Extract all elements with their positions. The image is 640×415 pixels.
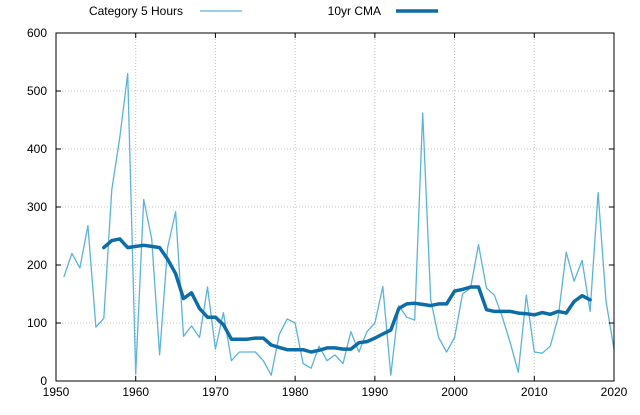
legend-label-category-5-hours: Category 5 Hours — [89, 4, 183, 18]
legend-label-10yr-cma: 10yr CMA — [328, 4, 381, 18]
x-tick-label: 2010 — [521, 385, 548, 399]
tick-marks — [55, 32, 615, 382]
x-tick-label: 1960 — [122, 385, 149, 399]
x-tick-label: 1950 — [43, 385, 70, 399]
y-tick-label: 500 — [27, 84, 47, 98]
tick-labels: 1950 1960 1970 1980 1990 2000 2010 2020 0 100 200 3… — [27, 26, 628, 399]
x-tick-label: 1970 — [202, 385, 229, 399]
x-tick-label: 1990 — [362, 385, 389, 399]
x-tick-label: 2020 — [601, 385, 628, 399]
y-tick-label: 400 — [27, 142, 47, 156]
x-tick-label: 1980 — [282, 385, 309, 399]
y-tick-label: 200 — [27, 258, 47, 272]
series-layer — [63, 72, 615, 376]
y-tick-label: 300 — [27, 200, 47, 214]
y-tick-label: 600 — [27, 26, 47, 40]
x-tick-label: 2000 — [441, 385, 468, 399]
series-line-1 — [102, 237, 592, 354]
legend: Category 5 Hours 10yr CMA — [89, 4, 438, 18]
y-tick-label: 100 — [27, 316, 47, 330]
series-line-0 — [63, 72, 615, 376]
gridlines — [56, 33, 614, 381]
y-tick-label: 0 — [40, 374, 47, 388]
